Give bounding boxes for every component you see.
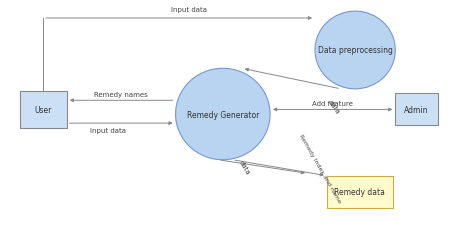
Text: Remedy Generator: Remedy Generator: [187, 110, 259, 119]
Text: data: data: [237, 159, 251, 175]
Text: Admin: Admin: [404, 106, 429, 114]
Text: data: data: [327, 98, 341, 115]
FancyBboxPatch shape: [19, 92, 67, 128]
Ellipse shape: [175, 69, 270, 160]
FancyBboxPatch shape: [327, 176, 393, 208]
Text: Input data: Input data: [91, 127, 127, 133]
Text: Data preprocessing: Data preprocessing: [318, 46, 392, 55]
Text: User: User: [35, 106, 52, 114]
Text: Remedy Index and name: Remedy Index and name: [299, 133, 342, 203]
Text: Remedy names: Remedy names: [94, 91, 148, 97]
FancyBboxPatch shape: [395, 94, 438, 126]
Text: Remedy data: Remedy data: [335, 187, 385, 196]
Text: Input data: Input data: [171, 7, 207, 13]
Text: Add feature: Add feature: [312, 101, 353, 106]
Ellipse shape: [315, 12, 395, 90]
